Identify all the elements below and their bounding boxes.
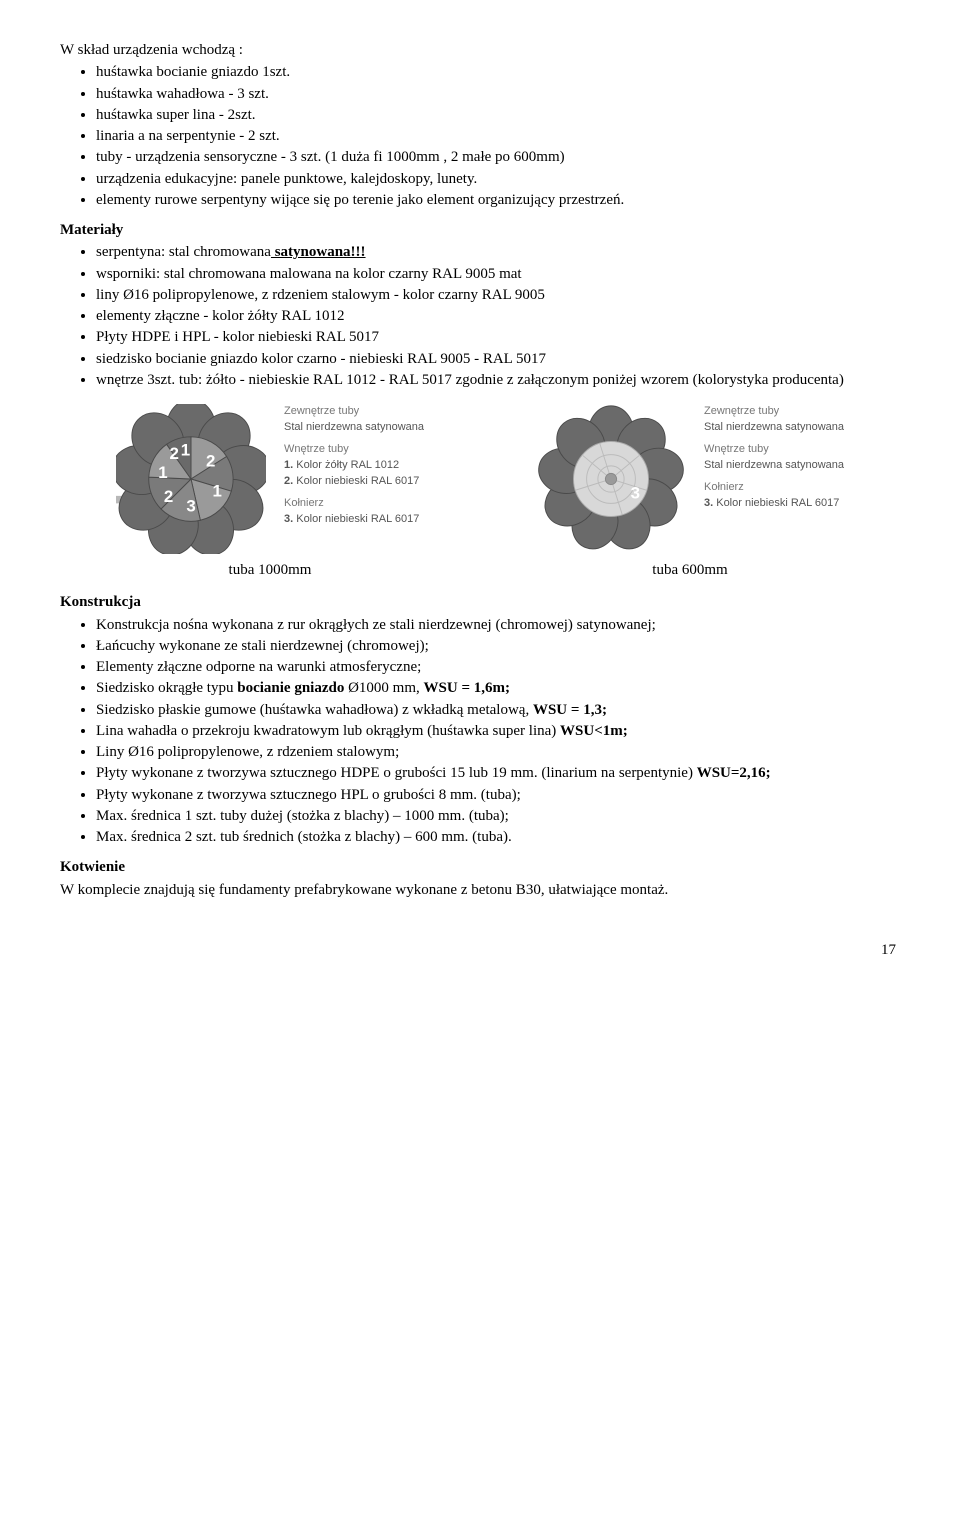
list-item: Płyty wykonane z tworzywa sztucznego HPL… <box>96 785 900 805</box>
list-item: Liny Ø16 polipropylenowe, z rdzeniem sta… <box>96 742 900 762</box>
list-item: Elementy złączne odporne na warunki atmo… <box>96 657 900 677</box>
list-item: huśtawka super lina - 2szt. <box>96 105 900 125</box>
list-item: Płyty HDPE i HPL - kolor niebieski RAL 5… <box>96 327 900 347</box>
list-item: Max. średnica 2 szt. tub średnich (stożk… <box>96 827 900 847</box>
anchoring-title: Kotwienie <box>60 857 900 877</box>
caption-right: tuba 600mm <box>540 560 840 580</box>
list-item: Łańcuchy wykonane ze stali nierdzewnej (… <box>96 636 900 656</box>
legend-title: Zewnętrze tuby <box>284 404 424 420</box>
list-item: huśtawka bocianie gniazdo 1szt. <box>96 62 900 82</box>
legend-line: Stal nierdzewna satynowana <box>704 420 844 436</box>
svg-text:3: 3 <box>186 497 195 516</box>
legend-title: Zewnętrze tuby <box>704 404 844 420</box>
legend-line: 2. Kolor niebieski RAL 6017 <box>284 474 424 490</box>
list-item: linaria a na serpentynie - 2 szt. <box>96 126 900 146</box>
list-item: Max. średnica 1 szt. tuby dużej (stożka … <box>96 806 900 826</box>
legend-title: Kołnierz <box>284 496 424 512</box>
construction-list: Konstrukcja nośna wykonana z rur okrągły… <box>60 615 900 848</box>
svg-text:3: 3 <box>631 483 640 502</box>
legend-line: Stal nierdzewna satynowana <box>704 458 844 474</box>
svg-text:1: 1 <box>158 463 167 482</box>
list-item: Siedzisko okrągłe typu bocianie gniazdo … <box>96 678 900 698</box>
list-item: elementy złączne - kolor żółty RAL 1012 <box>96 306 900 326</box>
legend-line: 3. Kolor niebieski RAL 6017 <box>284 512 424 528</box>
list-item: Siedzisko płaskie gumowe (huśtawka wahad… <box>96 700 900 720</box>
legend-left: Zewnętrze tuby Stal nierdzewna satynowan… <box>284 404 424 528</box>
caption-row: tuba 1000mm tuba 600mm <box>60 560 900 580</box>
list-item: siedzisko bocianie gniazdo kolor czarno … <box>96 349 900 369</box>
list-item: wsporniki: stal chromowana malowana na k… <box>96 264 900 284</box>
svg-text:2: 2 <box>164 487 173 506</box>
list-item: elementy rurowe serpentyny wijące się po… <box>96 190 900 210</box>
list-item: Płyty wykonane z tworzywa sztucznego HDP… <box>96 763 900 783</box>
diagram-right: 3 Zewnętrze tuby Stal nierdzewna satynow… <box>536 404 844 554</box>
materials-list: serpentyna: stal chromowana satynowana!!… <box>60 242 900 390</box>
legend-right: Zewnętrze tuby Stal nierdzewna satynowan… <box>704 404 844 512</box>
legend-line: 3. Kolor niebieski RAL 6017 <box>704 496 844 512</box>
construction-title: Konstrukcja <box>60 592 900 612</box>
caption-left: tuba 1000mm <box>120 560 420 580</box>
materials-title: Materiały <box>60 220 900 240</box>
page-number: 17 <box>60 940 900 960</box>
list-item: tuby - urządzenia sensoryczne - 3 szt. (… <box>96 147 900 167</box>
list-item: huśtawka wahadłowa - 3 szt. <box>96 84 900 104</box>
intro-title: W skład urządzenia wchodzą : <box>60 40 900 60</box>
list-item: wnętrze 3szt. tub: żółto - niebieskie RA… <box>96 370 900 390</box>
list-item: serpentyna: stal chromowana satynowana!!… <box>96 242 900 262</box>
flower-diagram-left: 1 2 1 3 2 1 2 <box>116 404 266 554</box>
list-item: Lina wahadła o przekroju kwadratowym lub… <box>96 721 900 741</box>
flower-diagram-right: 3 <box>536 404 686 554</box>
diagram-left: 1 2 1 3 2 1 2 Zewnętrze tuby Stal nierdz… <box>116 404 424 554</box>
list-item: Konstrukcja nośna wykonana z rur okrągły… <box>96 615 900 635</box>
svg-text:1: 1 <box>213 482 222 501</box>
legend-title: Wnętrze tuby <box>284 442 424 458</box>
legend-line: Stal nierdzewna satynowana <box>284 420 424 436</box>
legend-line: 1. Kolor żółty RAL 1012 <box>284 458 424 474</box>
legend-title: Wnętrze tuby <box>704 442 844 458</box>
text-bold-underline: satynowana!!! <box>271 244 366 260</box>
legend-title: Kołnierz <box>704 480 844 496</box>
svg-text:2: 2 <box>169 444 178 463</box>
svg-text:1: 1 <box>181 440 190 459</box>
diagram-row: 1 2 1 3 2 1 2 Zewnętrze tuby Stal nierdz… <box>60 404 900 554</box>
anchoring-text: W komplecie znajdują się fundamenty pref… <box>60 880 900 900</box>
text: serpentyna: stal chromowana <box>96 244 271 260</box>
list-item: liny Ø16 polipropylenowe, z rdzeniem sta… <box>96 285 900 305</box>
svg-text:2: 2 <box>206 452 215 471</box>
intro-list: huśtawka bocianie gniazdo 1szt. huśtawka… <box>60 62 900 210</box>
list-item: urządzenia edukacyjne: panele punktowe, … <box>96 169 900 189</box>
